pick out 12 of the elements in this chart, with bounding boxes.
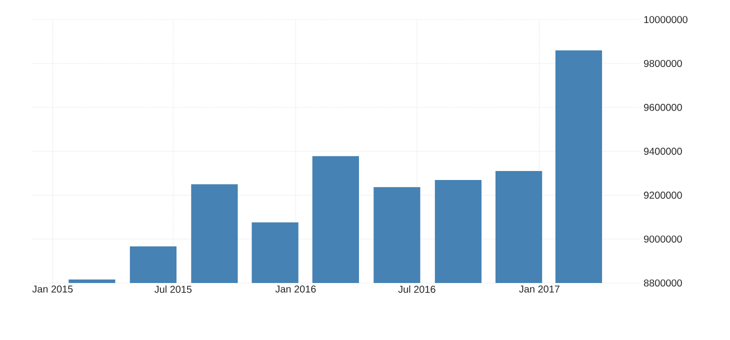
x-tick-label: Jan 2016 xyxy=(275,286,316,293)
y-tick-label: 8800000 xyxy=(644,279,682,287)
x-tick-label: Jan 2015 xyxy=(32,286,73,293)
y-tick-label: 9000000 xyxy=(644,236,682,243)
y-tick-label: 9200000 xyxy=(644,192,682,199)
y-tick-label: 9800000 xyxy=(644,60,682,68)
y-tick-label: 9600000 xyxy=(644,104,682,111)
x-tick-label: Jul 2015 xyxy=(154,286,192,293)
y-tick-label: 9400000 xyxy=(644,148,682,155)
x-tick-label: Jul 2016 xyxy=(398,286,436,293)
y-tick-label: 10000000 xyxy=(644,16,688,24)
x-tick-label: Jan 2017 xyxy=(519,286,560,293)
